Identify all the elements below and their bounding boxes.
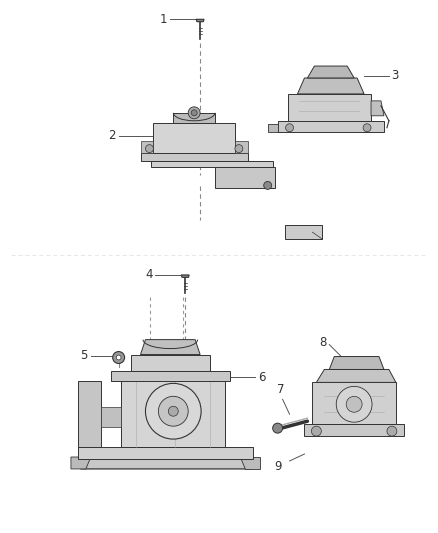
- Polygon shape: [78, 382, 101, 447]
- Circle shape: [346, 397, 362, 412]
- Polygon shape: [278, 121, 384, 132]
- Text: 7: 7: [277, 383, 284, 397]
- Polygon shape: [196, 19, 204, 22]
- Text: 4: 4: [145, 269, 152, 281]
- Polygon shape: [71, 457, 91, 469]
- Circle shape: [188, 107, 200, 119]
- Text: 5: 5: [81, 349, 88, 362]
- Circle shape: [145, 144, 153, 152]
- Polygon shape: [316, 369, 396, 382]
- Circle shape: [168, 406, 178, 416]
- Polygon shape: [329, 357, 384, 369]
- Text: 3: 3: [391, 69, 398, 83]
- Text: 6: 6: [258, 371, 265, 384]
- Circle shape: [145, 383, 201, 439]
- Polygon shape: [131, 354, 210, 372]
- Polygon shape: [304, 424, 404, 436]
- Circle shape: [116, 355, 121, 360]
- Polygon shape: [235, 141, 248, 152]
- Text: 1: 1: [160, 13, 167, 26]
- Circle shape: [363, 124, 371, 132]
- Circle shape: [159, 397, 188, 426]
- Polygon shape: [141, 340, 200, 354]
- Polygon shape: [181, 275, 189, 277]
- Polygon shape: [78, 447, 253, 459]
- Polygon shape: [312, 382, 396, 424]
- Circle shape: [286, 124, 293, 132]
- Circle shape: [311, 426, 321, 436]
- Polygon shape: [141, 152, 248, 160]
- Polygon shape: [288, 94, 371, 121]
- Polygon shape: [76, 459, 255, 469]
- Polygon shape: [297, 78, 364, 94]
- Polygon shape: [111, 372, 230, 382]
- Circle shape: [387, 426, 397, 436]
- Polygon shape: [120, 375, 225, 447]
- Polygon shape: [240, 457, 260, 469]
- Polygon shape: [152, 160, 273, 166]
- Circle shape: [235, 144, 243, 152]
- Polygon shape: [153, 123, 235, 152]
- Polygon shape: [173, 113, 215, 123]
- Polygon shape: [268, 124, 278, 132]
- Polygon shape: [285, 225, 322, 239]
- Polygon shape: [215, 166, 275, 188]
- Text: 9: 9: [274, 461, 281, 473]
- Circle shape: [273, 423, 283, 433]
- Circle shape: [336, 386, 372, 422]
- Text: 8: 8: [319, 336, 326, 349]
- Polygon shape: [141, 141, 153, 152]
- Polygon shape: [101, 407, 120, 427]
- Circle shape: [264, 181, 272, 189]
- Polygon shape: [307, 66, 354, 78]
- Circle shape: [113, 352, 124, 364]
- Polygon shape: [371, 101, 384, 116]
- Circle shape: [191, 110, 197, 116]
- Text: 2: 2: [108, 129, 116, 142]
